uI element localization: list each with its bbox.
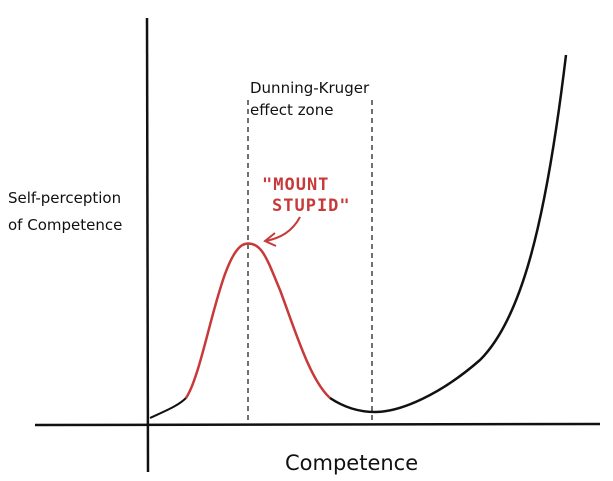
peak-label: STUPID" [272,196,351,216]
arrow-head [263,232,277,247]
zone-label: effect zone [250,101,333,119]
curve [149,397,187,419]
arrow [265,216,301,242]
x-axis [34,422,601,427]
zone-label: Dunning-Kruger [250,79,370,97]
y-axis [145,17,150,473]
mount-stupid-curve [184,242,331,399]
peak-label: "MOUNT [262,175,329,195]
curve [329,54,568,414]
y-axis-label: Self-perception [8,189,121,207]
x-axis-label: Competence [285,451,418,475]
y-axis-label: of Competence [8,216,122,234]
